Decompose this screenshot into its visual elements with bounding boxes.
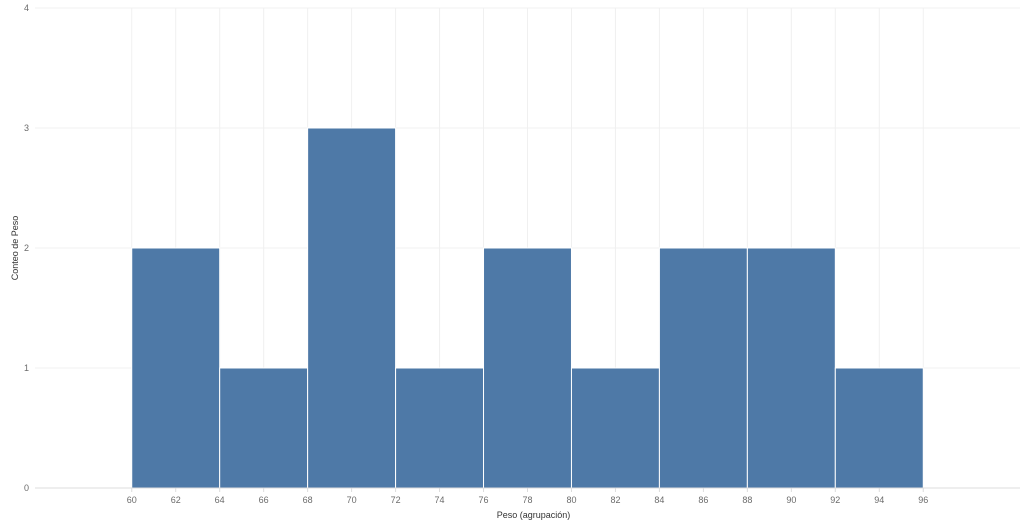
histogram-bar-88-92 — [746, 247, 836, 489]
x-tick-label: 70 — [347, 495, 357, 505]
histogram-bar-80-84 — [570, 367, 660, 489]
x-tick-label: 78 — [522, 495, 532, 505]
y-tick-label: 0 — [24, 483, 29, 493]
x-tick-label: 88 — [742, 495, 752, 505]
histogram-bar-60-64 — [131, 247, 221, 489]
x-axis: 60 62 64 66 68 70 72 74 76 78 80 82 84 86 88 90 92 94 96 — [35, 487, 1020, 505]
y-tick-label: 3 — [24, 123, 29, 133]
y-tick-label: 2 — [24, 243, 29, 253]
y-axis: 0 1 2 3 4 — [24, 3, 29, 493]
histogram-bar-64-68 — [219, 367, 309, 489]
histogram-bar-76-80 — [483, 247, 572, 489]
y-tick-label: 1 — [24, 363, 29, 373]
x-tick-label: 96 — [918, 495, 928, 505]
y-tick-label: 4 — [24, 3, 29, 13]
x-tick-label: 64 — [215, 495, 225, 505]
x-tick-label: 92 — [830, 495, 840, 505]
y-axis-title: Conteo de Peso — [10, 216, 20, 281]
x-tick-label: 62 — [171, 495, 181, 505]
x-tick-label: 68 — [303, 495, 313, 505]
histogram-bar-72-76 — [395, 367, 485, 489]
x-tick-label: 74 — [435, 495, 445, 505]
histogram-bar-68-72 — [307, 127, 397, 489]
x-tick-label: 80 — [566, 495, 576, 505]
x-tick-label: 82 — [610, 495, 620, 505]
histogram-bar-92-96 — [834, 367, 924, 489]
x-tick-label: 84 — [654, 495, 664, 505]
histogram-bars — [131, 127, 924, 489]
x-tick-label: 76 — [479, 495, 489, 505]
x-tick-label: 66 — [259, 495, 269, 505]
x-tick-label: 94 — [874, 495, 884, 505]
x-tick-label: 72 — [391, 495, 401, 505]
x-tick-label: 86 — [698, 495, 708, 505]
x-tick-label: 60 — [127, 495, 137, 505]
x-axis-title: Peso (agrupación) — [497, 510, 571, 520]
histogram-bar-84-88 — [658, 247, 748, 489]
x-tick-label: 90 — [786, 495, 796, 505]
